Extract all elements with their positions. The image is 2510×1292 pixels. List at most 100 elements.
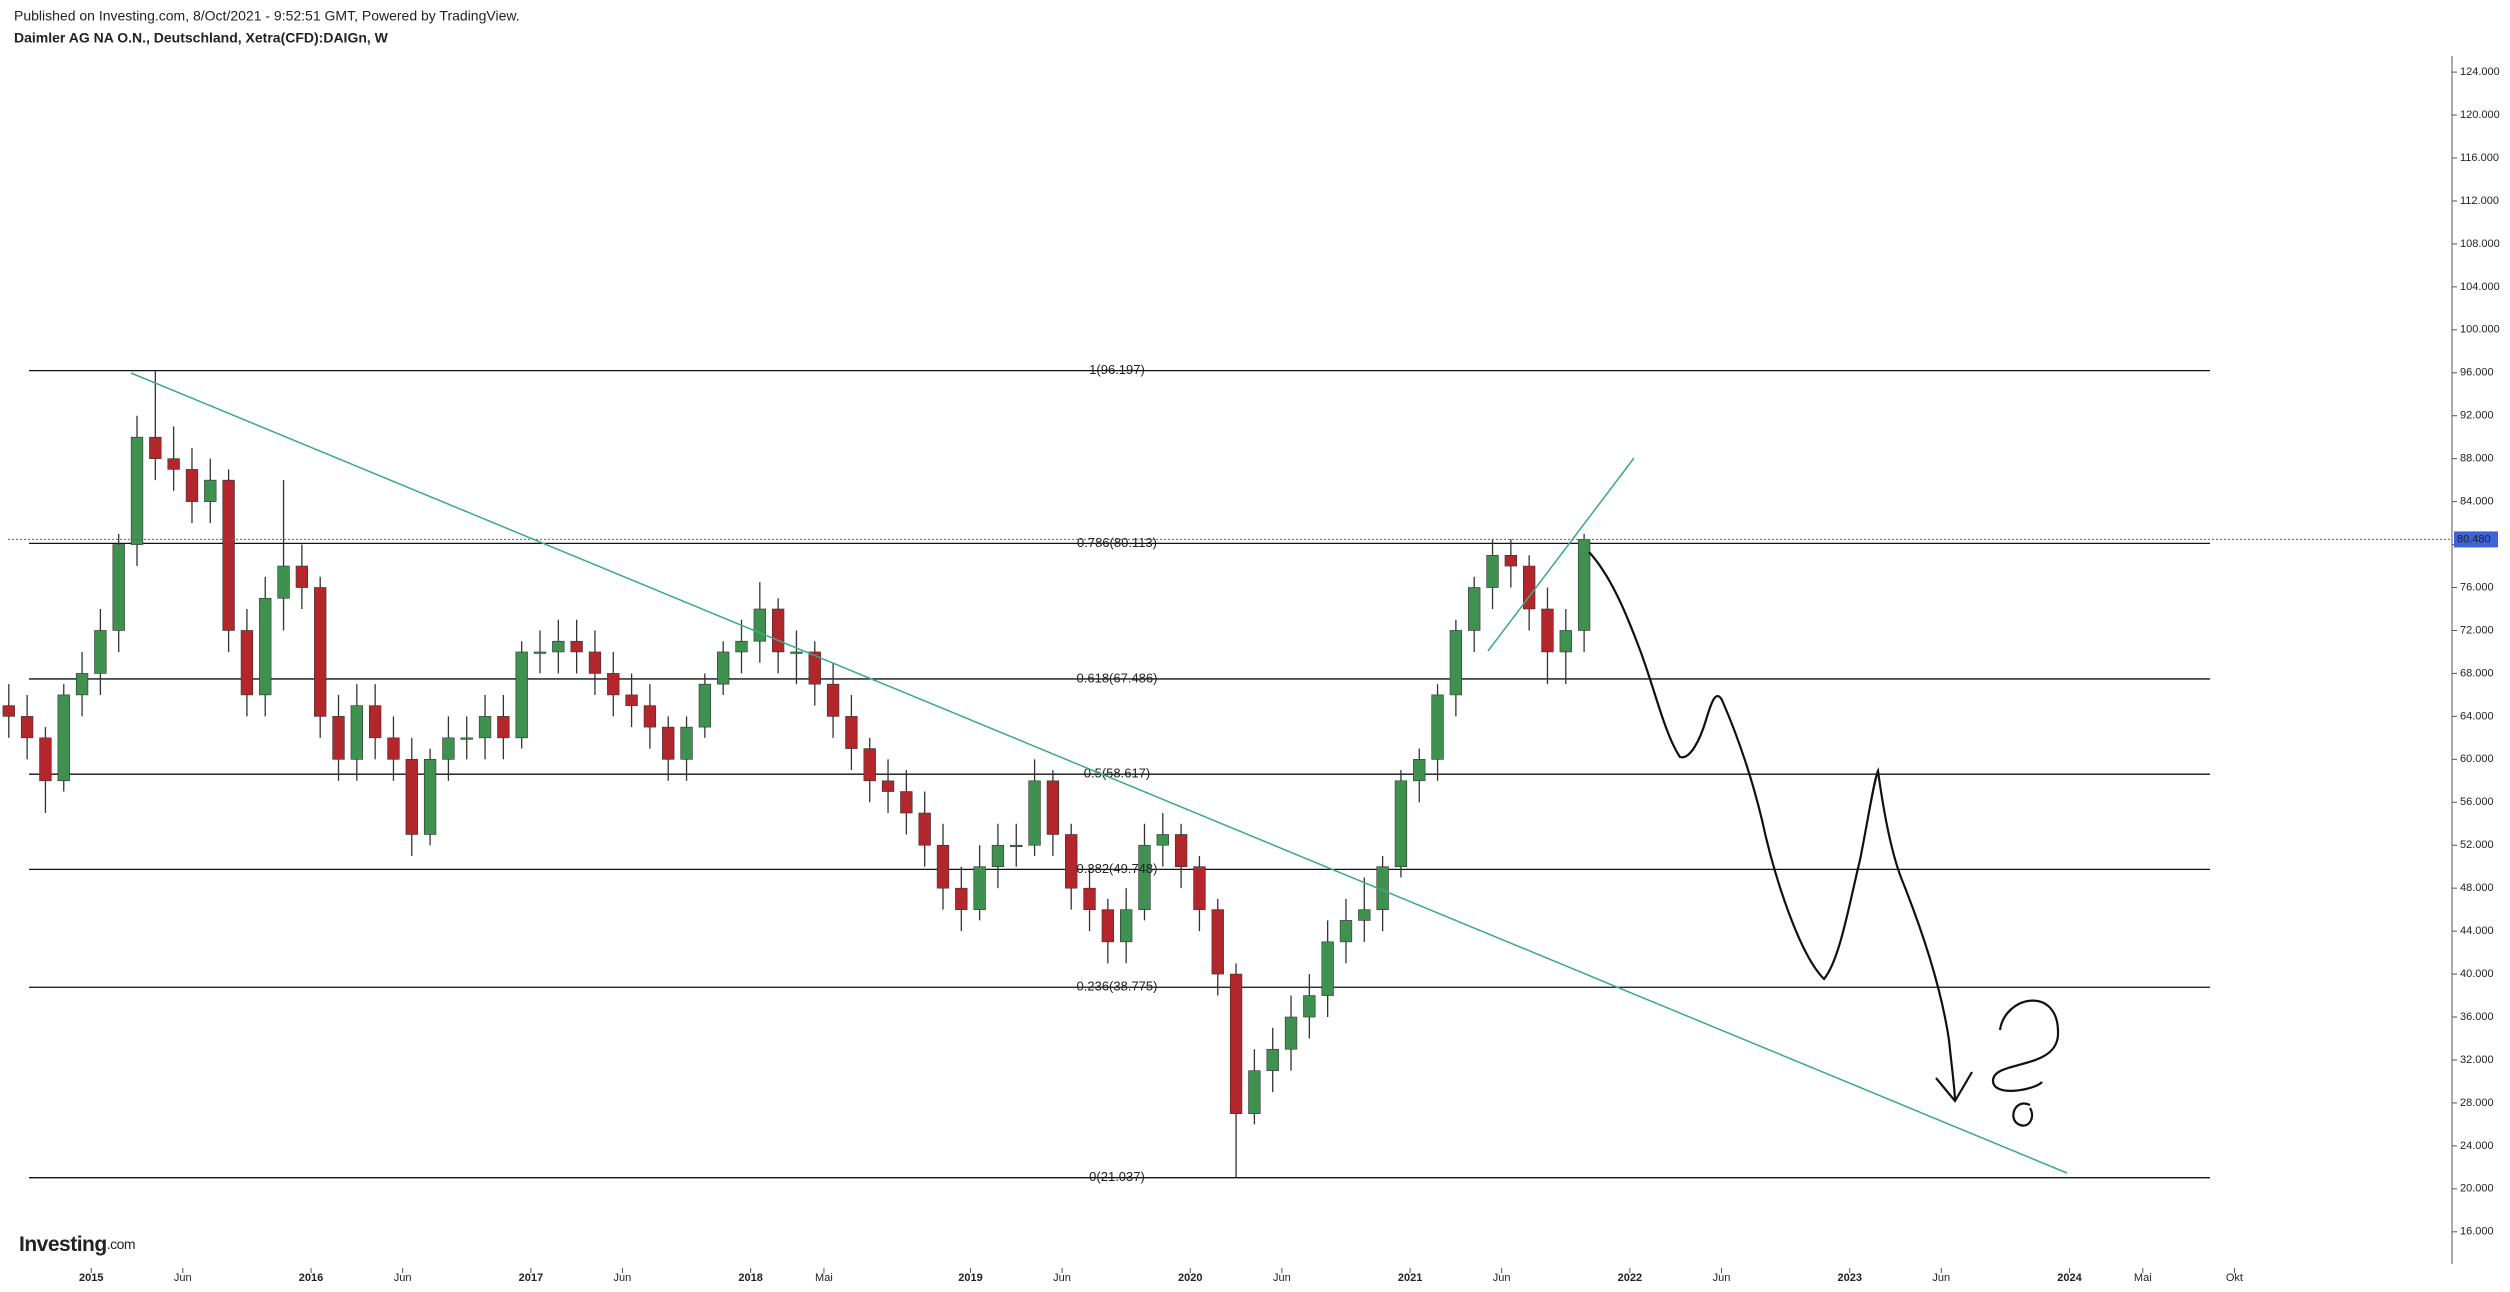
candle-body [1266, 1048, 1279, 1072]
candle-body [277, 565, 290, 599]
y-tick-label: 28.000 [2460, 1097, 2494, 1109]
freehand-forecast [1588, 551, 1957, 1102]
candle-body [130, 436, 144, 545]
x-tick-label: 2019 [958, 1272, 982, 1284]
fib-label: 1(96.197) [1089, 362, 1145, 377]
candle-body [350, 705, 363, 760]
candle-body [1413, 759, 1426, 782]
candle-body [240, 630, 254, 696]
candle-body [2, 705, 15, 717]
candle-body [1431, 694, 1444, 760]
y-tick-label: 64.000 [2460, 710, 2494, 722]
candle-body [1394, 780, 1408, 868]
y-tick-label: 56.000 [2460, 796, 2494, 808]
candle-body [1156, 834, 1169, 846]
x-tick-label: 2022 [1618, 1272, 1642, 1284]
candle-body [1174, 834, 1188, 868]
candle-body [570, 640, 583, 653]
y-tick-label: 68.000 [2460, 667, 2494, 679]
y-tick-label: 20.000 [2460, 1183, 2494, 1195]
last-price-label: 80.480 [2457, 533, 2491, 545]
candle-body [588, 651, 602, 674]
fib-label: 0.5(58.617) [1084, 766, 1151, 781]
candle-body [1248, 1070, 1261, 1114]
candle-body [442, 737, 455, 760]
fib-label: 0.786(80.113) [1077, 535, 1157, 550]
candle-body [845, 716, 858, 749]
candle-body [497, 716, 510, 739]
candle-body [1211, 909, 1224, 975]
x-tick-label: 2015 [79, 1272, 103, 1284]
candle-body [1229, 973, 1243, 1114]
y-tick-label: 112.000 [2460, 195, 2499, 207]
freehand-question-dot [2012, 1102, 2034, 1127]
candle-body [75, 673, 89, 696]
candle-body [204, 479, 217, 502]
chart-title: Daimler AG NA O.N., Deutschland, Xetra(C… [14, 30, 389, 46]
candle-body [863, 748, 876, 782]
x-tick-label: 2016 [299, 1272, 323, 1284]
candle-body [94, 630, 107, 674]
y-tick-label: 88.000 [2460, 453, 2494, 465]
candle-body [423, 759, 437, 835]
freehand-question-mark [1991, 999, 2060, 1092]
candle-body [295, 565, 309, 588]
logo: Investing.com [19, 1233, 135, 1256]
last-price-box [2454, 531, 2498, 548]
y-tick-label: 116.000 [2460, 152, 2499, 164]
candle-body [112, 544, 125, 631]
y-tick-label: 104.000 [2460, 281, 2500, 293]
candle-body [790, 651, 803, 654]
x-tick-label: Okt [2226, 1272, 2243, 1284]
x-tick-label: 2017 [519, 1272, 543, 1284]
candle-body [735, 640, 748, 653]
candle-body [826, 683, 840, 717]
candle-body [1083, 887, 1096, 910]
y-tick-label: 60.000 [2460, 753, 2494, 765]
candle-body [1486, 555, 1499, 588]
x-tick-label: 2021 [1398, 1272, 1422, 1284]
x-tick-label: 2020 [1178, 1272, 1202, 1284]
candle-body [753, 608, 766, 642]
candle-body [314, 587, 327, 717]
x-tick-label: Jun [1273, 1272, 1291, 1284]
candle-body [1284, 1016, 1298, 1050]
x-tick-label: 2023 [1837, 1272, 1861, 1284]
candle-body [680, 726, 693, 760]
candle-body [1010, 844, 1023, 848]
y-tick-label: 36.000 [2460, 1011, 2494, 1023]
x-tick-label: Mai [815, 1272, 833, 1284]
x-tick-label: Mai [2134, 1272, 2152, 1284]
candle-body [57, 694, 70, 782]
candle-body [607, 673, 620, 696]
candle-body [1577, 539, 1591, 631]
candle-body [552, 640, 565, 653]
candle-body [515, 651, 528, 739]
candle-body [662, 726, 675, 760]
y-tick-label: 48.000 [2460, 882, 2494, 894]
y-tick-label: 120.000 [2460, 109, 2500, 121]
x-tick-label: Jun [1053, 1272, 1071, 1284]
logo-word: Investing [19, 1233, 107, 1256]
candle-body [1303, 995, 1316, 1018]
x-tick-label: Jun [394, 1272, 412, 1284]
candle-body [625, 694, 638, 706]
candle-body [771, 608, 785, 653]
y-tick-label: 32.000 [2460, 1054, 2494, 1066]
y-tick-label: 16.000 [2460, 1226, 2494, 1238]
fib-label: 0.382(49.748) [1077, 861, 1158, 876]
candle-body [1138, 844, 1151, 910]
candle-body [698, 683, 712, 728]
y-tick-label: 100.000 [2460, 324, 2500, 336]
candle-body [387, 737, 400, 760]
candle-body [1120, 909, 1133, 943]
candle-body [1339, 920, 1353, 943]
y-tick-label: 52.000 [2460, 839, 2494, 851]
y-tick-label: 44.000 [2460, 925, 2494, 937]
y-tick-label: 72.000 [2460, 624, 2494, 636]
y-tick-label: 108.000 [2460, 238, 2500, 250]
candle-body [1193, 866, 1206, 910]
candle-body [1358, 909, 1371, 921]
fib-label: 0.618(67.486) [1077, 670, 1158, 685]
